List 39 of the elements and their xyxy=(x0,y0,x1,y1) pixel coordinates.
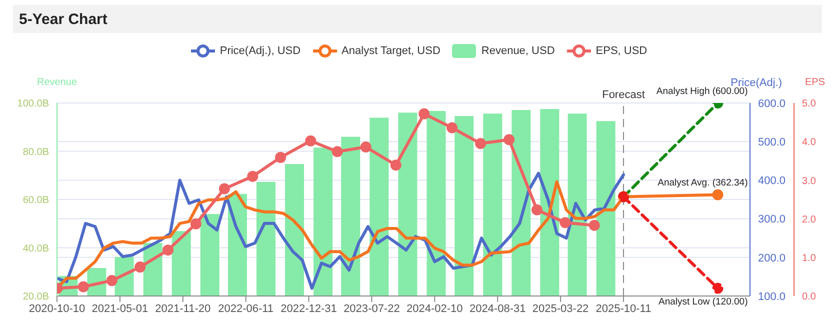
x-tick-label: 2021-11-20 xyxy=(155,302,211,315)
y3-tick-label: 2.0 xyxy=(802,214,816,226)
y3-tick-label: 4.0 xyxy=(802,137,816,148)
y-axis-title: Revenue xyxy=(37,77,78,88)
y3-tick-label: 5.0 xyxy=(802,98,816,110)
y-tick-label: 100.0B xyxy=(17,98,50,110)
legend-label: Analyst Target, USD xyxy=(342,45,440,57)
legend-label: EPS, USD xyxy=(596,45,648,57)
ref-line-label: Forecast xyxy=(602,89,645,101)
y2-tick-label: 500.0 xyxy=(758,136,786,149)
x-tick-label: 2022-06-11 xyxy=(218,302,274,315)
y-tick-label: 40.0B xyxy=(22,243,50,254)
y3-axis-title: EPS xyxy=(805,77,826,88)
y3-tick-label: 3.0 xyxy=(802,176,816,187)
x-tick-label: 2024-08-31 xyxy=(469,302,526,315)
text: Analyst High (600.00) xyxy=(656,86,748,97)
y2-tick-label: 100.0 xyxy=(758,290,786,303)
x-tick-label: 2024-02-10 xyxy=(406,302,463,315)
x-tick-label: 2025-10-11 xyxy=(596,302,652,315)
x-tick-label: 2020-10-10 xyxy=(28,302,86,315)
chart-title: 5-Year Chart xyxy=(19,10,108,28)
legend-label: Revenue, USD xyxy=(481,45,555,57)
legend-label: Price(Adj.), USD xyxy=(220,45,301,57)
text: Analyst Low (120.00) xyxy=(658,296,748,308)
y3-tick-label: 1.0 xyxy=(802,252,816,264)
y2-axis-title: Price(Adj.) xyxy=(730,77,782,89)
x-tick-label: 2022-12-31 xyxy=(280,302,337,315)
y2-tick-label: 400.0 xyxy=(758,175,786,188)
y3-tick-label: 0.0 xyxy=(802,292,816,303)
y-tick-label: 80.0B xyxy=(22,146,50,158)
annotation: Analyst Avg. (362.34) xyxy=(658,178,748,189)
x-tick-label: 2023-07-22 xyxy=(344,302,400,315)
y-tick-label: 20.0B xyxy=(22,292,50,303)
y2-tick-label: 300.0 xyxy=(758,214,786,226)
x-tick-label: 2021-05-01 xyxy=(92,302,148,315)
y2-tick-label: 200.0 xyxy=(758,252,786,264)
y-tick-label: 60.0B xyxy=(22,195,50,206)
x-tick-label: 2025-03-22 xyxy=(532,302,589,315)
y2-tick-label: 600.0 xyxy=(758,98,786,110)
